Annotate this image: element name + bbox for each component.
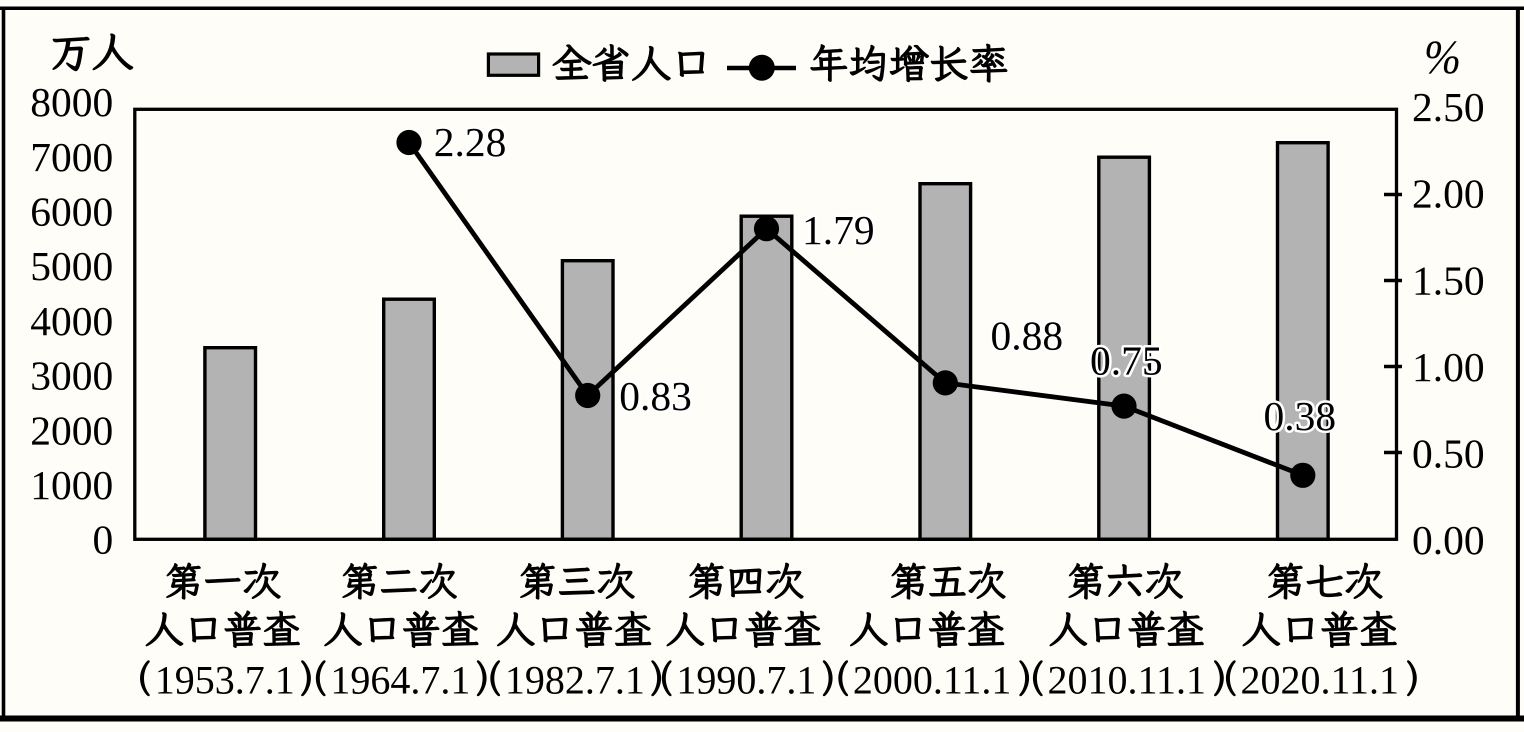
svg-text:1000: 1000 bbox=[30, 462, 113, 508]
svg-text:2.00: 2.00 bbox=[1412, 170, 1485, 216]
svg-text:2.50: 2.50 bbox=[1412, 84, 1485, 130]
svg-text:1953.7.1: 1953.7.1 bbox=[155, 658, 295, 703]
svg-text:0.00: 0.00 bbox=[1412, 517, 1485, 563]
svg-text:6000: 6000 bbox=[30, 189, 113, 235]
svg-text:7000: 7000 bbox=[30, 134, 113, 180]
svg-text:1.79: 1.79 bbox=[802, 207, 875, 253]
svg-text:1982.7.1: 1982.7.1 bbox=[505, 658, 645, 703]
svg-text:2000: 2000 bbox=[30, 407, 113, 453]
svg-text:%: % bbox=[1424, 31, 1461, 84]
svg-text:5000: 5000 bbox=[30, 243, 113, 289]
svg-text:3000: 3000 bbox=[30, 353, 113, 399]
svg-text:8000: 8000 bbox=[30, 79, 113, 125]
svg-text:0: 0 bbox=[93, 517, 114, 563]
svg-text:0.50: 0.50 bbox=[1412, 430, 1485, 476]
svg-text:1.50: 1.50 bbox=[1412, 257, 1485, 303]
svg-text:2000.11.1: 2000.11.1 bbox=[853, 658, 1012, 703]
svg-text:0.88: 0.88 bbox=[991, 312, 1064, 358]
svg-text:1964.7.1: 1964.7.1 bbox=[330, 658, 470, 703]
svg-text:0.38: 0.38 bbox=[1264, 393, 1337, 439]
svg-text:2010.11.1: 2010.11.1 bbox=[1048, 658, 1207, 703]
svg-text:2020.11.1: 2020.11.1 bbox=[1241, 658, 1400, 703]
svg-text:2.28: 2.28 bbox=[434, 119, 507, 165]
svg-text:4000: 4000 bbox=[30, 298, 113, 344]
svg-text:1990.7.1: 1990.7.1 bbox=[676, 658, 816, 703]
svg-text:0.75: 0.75 bbox=[1090, 337, 1163, 383]
svg-text:1.00: 1.00 bbox=[1412, 344, 1485, 390]
svg-text:0.83: 0.83 bbox=[619, 373, 692, 419]
